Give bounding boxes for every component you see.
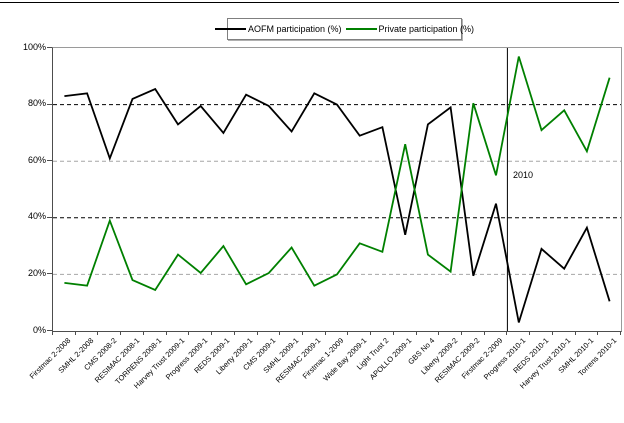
legend-item-private: Private participation (%) — [345, 24, 475, 34]
x-axis-tick-mark — [392, 331, 394, 335]
x-axis-tick-mark — [415, 331, 417, 335]
x-axis-tick-mark — [324, 331, 326, 335]
figure-top-border — [0, 2, 619, 3]
x-axis-tick-mark — [620, 331, 621, 335]
y-axis-tick-mark — [47, 103, 52, 105]
plot-area — [52, 47, 622, 332]
x-axis-tick-mark — [279, 331, 281, 335]
x-axis-tick-mark — [370, 331, 372, 335]
y-axis-tick-mark — [47, 273, 52, 275]
y-axis-tick-label-100: 100% — [22, 41, 46, 52]
legend-item-aofm: AOFM participation (%) — [214, 24, 342, 34]
private-line-sample-icon — [345, 28, 377, 30]
aofm-series-line — [64, 87, 611, 323]
x-axis-tick-mark — [74, 331, 76, 335]
y-axis-tick-label-80: 80% — [27, 98, 46, 109]
chart-canvas — [53, 48, 621, 331]
private-series-line — [64, 56, 611, 292]
x-axis-tick-mark — [483, 331, 485, 335]
x-axis-tick-mark — [52, 331, 53, 335]
x-axis-tick-mark — [597, 331, 599, 335]
x-axis-tick-mark — [165, 331, 167, 335]
x-axis-tick-mark — [461, 331, 462, 335]
legend-label-aofm: AOFM participation (%) — [247, 24, 342, 34]
y-axis-tick-mark — [47, 330, 52, 331]
y-axis-tick-label-20: 20% — [27, 267, 46, 278]
y-axis-tick-mark — [47, 160, 52, 162]
x-axis-tick-mark — [574, 331, 576, 335]
x-axis-tick-mark — [347, 331, 349, 335]
x-axis-tick-mark — [551, 331, 553, 335]
x-axis-tick-mark — [211, 331, 212, 335]
x-axis-tick-mark — [506, 331, 508, 335]
x-axis-tick-mark — [438, 331, 440, 335]
legend-label-private: Private participation (%) — [378, 24, 475, 34]
x-axis-tick-mark — [97, 331, 99, 335]
y-axis-tick-mark — [47, 216, 52, 218]
x-axis-tick-mark — [188, 331, 190, 335]
x-axis-tick-mark — [256, 331, 258, 335]
y-axis-tick-label-0: 0% — [32, 324, 46, 335]
aofm-line-sample-icon — [214, 28, 246, 30]
y-axis-tick-mark — [47, 47, 52, 48]
year-2010-label: 2010 — [513, 170, 534, 180]
x-axis-tick-mark — [142, 331, 144, 335]
y-axis-tick-label-40: 40% — [27, 211, 46, 222]
y-axis-tick-label-60: 60% — [27, 154, 46, 165]
x-axis-tick-mark — [120, 331, 122, 335]
chart-legend: AOFM participation (%) Private participa… — [214, 18, 474, 40]
x-axis-tick-mark — [529, 331, 531, 335]
x-axis-tick-mark — [233, 331, 235, 335]
x-axis-tick-mark — [301, 331, 303, 335]
